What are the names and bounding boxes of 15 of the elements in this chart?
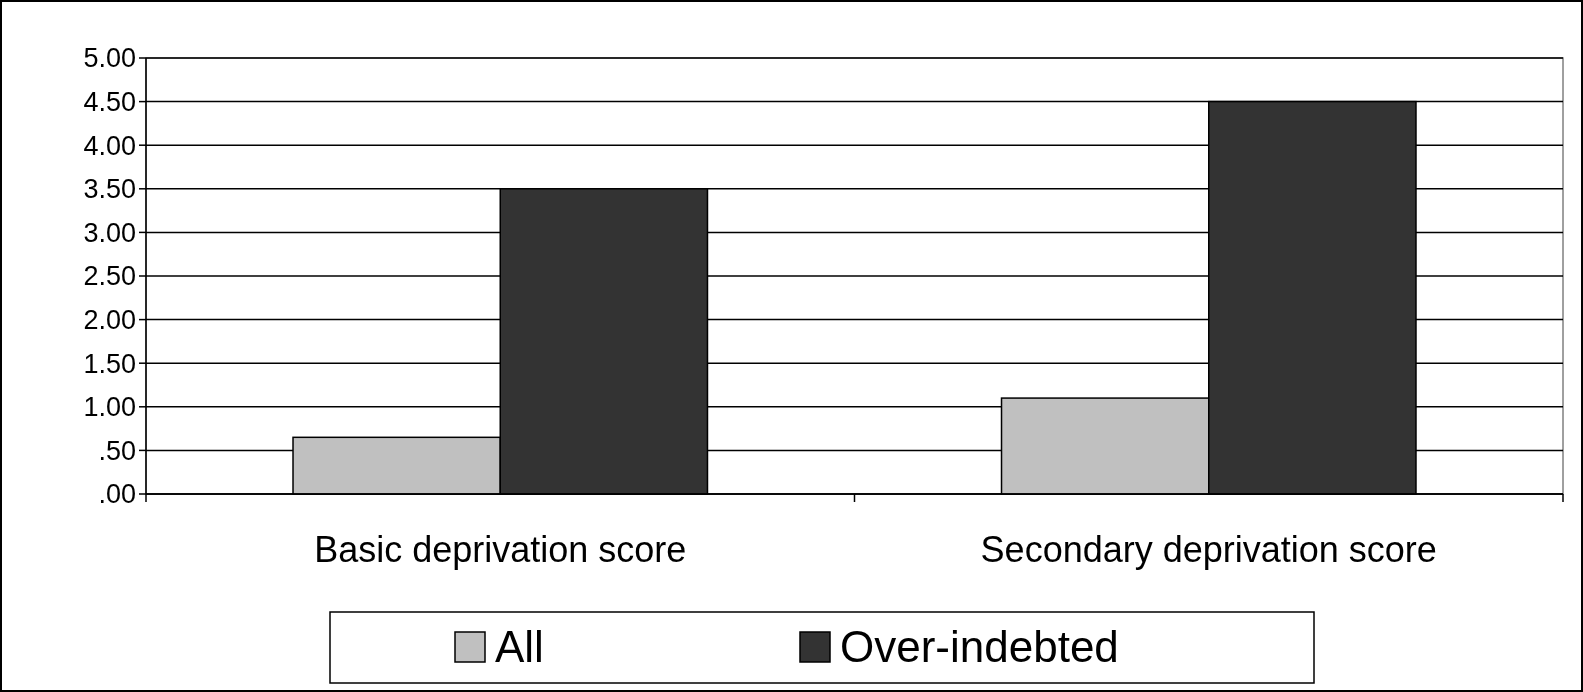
y-tick-label: 1.50 [83, 348, 136, 379]
y-tick-label: 1.00 [83, 392, 136, 423]
y-tick-label: .00 [98, 479, 136, 510]
y-tick-label: 4.00 [83, 130, 136, 161]
legend-label: All [495, 622, 544, 672]
legend-label: Over-indebted [840, 622, 1119, 672]
y-tick-label: 2.00 [83, 305, 136, 336]
x-tick-label: Secondary deprivation score [980, 529, 1437, 570]
y-tick-label: 3.50 [83, 174, 136, 205]
y-tick-label: .50 [98, 435, 136, 466]
y-tick-label: 3.00 [83, 217, 136, 248]
x-tick-label: Basic deprivation score [314, 529, 687, 570]
y-tick-label: 2.50 [83, 261, 136, 292]
y-tick-label: 5.00 [83, 43, 136, 74]
y-tick-label: 4.50 [83, 87, 136, 118]
